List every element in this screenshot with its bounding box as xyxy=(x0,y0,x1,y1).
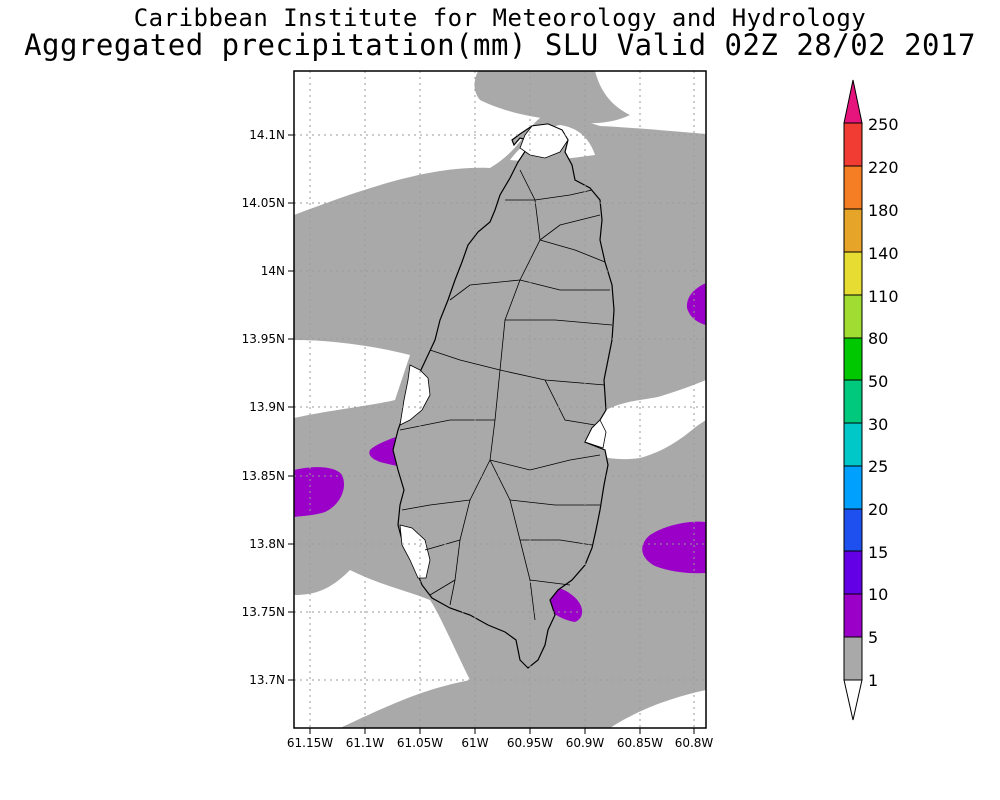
lon-tick-label: 61.1W xyxy=(346,736,385,750)
lat-tick-label: 13.75N xyxy=(242,605,285,619)
island-southwest-white xyxy=(399,524,431,579)
colorbar-label: 25 xyxy=(868,457,888,476)
lat-tick-label: 14.05N xyxy=(242,196,285,210)
lat-tick-label: 14.1N xyxy=(249,128,285,142)
latitude-axis xyxy=(288,134,294,681)
colorbar-label: 110 xyxy=(868,287,899,306)
colorbar-label: 50 xyxy=(868,372,888,391)
colorbar-segment xyxy=(843,508,863,552)
colorbar-label: 30 xyxy=(868,415,888,434)
lat-tick-label: 14N xyxy=(261,264,285,278)
precip-1-5mm-north xyxy=(474,71,630,124)
graticule xyxy=(294,71,706,728)
precip-5-10mm-east xyxy=(642,521,706,574)
watershed-lines xyxy=(399,169,613,621)
lon-tick-label: 60.95W xyxy=(507,736,553,750)
product-title: Aggregated precipitation(mm) SLU Valid 0… xyxy=(24,28,976,62)
precip-5-10mm-west xyxy=(294,467,345,517)
colorbar-label: 15 xyxy=(868,543,888,562)
colorbar-label: 20 xyxy=(868,500,888,519)
colorbar-segment xyxy=(843,636,863,681)
colorbar-segment xyxy=(843,337,863,381)
colorbar-segment xyxy=(843,593,863,638)
lon-tick-label: 60.9W xyxy=(566,736,605,750)
lon-tick-label: 60.8W xyxy=(675,736,714,750)
colorbar-label: 180 xyxy=(868,201,899,220)
longitude-axis xyxy=(309,728,695,734)
lon-tick-label: 61.05W xyxy=(397,736,443,750)
colorbar: 250 220 180 140 110 80 50 30 25 20 15 10… xyxy=(843,79,899,721)
colorbar-segment xyxy=(843,208,863,253)
colorbar-segment xyxy=(843,294,863,339)
colorbar-label: 80 xyxy=(868,329,888,348)
precip-5-10mm-northeast xyxy=(686,283,706,325)
colorbar-top-arrow xyxy=(843,79,863,124)
colorbar-label: 250 xyxy=(868,115,899,134)
island-north-white xyxy=(519,123,569,159)
colorbar-segment xyxy=(843,465,863,510)
colorbar-label: 220 xyxy=(868,158,899,177)
colorbar-label: 5 xyxy=(868,628,878,647)
map-frame xyxy=(293,70,707,729)
colorbar-label: 1 xyxy=(868,671,878,690)
lat-tick-label: 13.8N xyxy=(249,537,285,551)
island-east-white xyxy=(584,419,607,449)
island-west-white xyxy=(399,364,431,426)
lat-tick-label: 13.85N xyxy=(242,469,285,483)
map-plot-area xyxy=(294,71,706,728)
colorbar-segment xyxy=(843,422,863,467)
colorbar-segment xyxy=(843,379,863,424)
lon-tick-label: 61W xyxy=(461,736,488,750)
colorbar-label: 140 xyxy=(868,244,899,263)
colorbar-label: 10 xyxy=(868,585,888,604)
lat-tick-label: 13.7N xyxy=(249,673,285,687)
saint-lucia-island xyxy=(392,123,615,669)
lat-tick-label: 13.9N xyxy=(249,400,285,414)
colorbar-bottom-arrow xyxy=(843,679,863,721)
institute-title: Caribbean Institute for Meteorology and … xyxy=(133,4,867,32)
no-precip-east-gap xyxy=(575,385,706,460)
lat-tick-label: 13.95N xyxy=(242,332,285,346)
colorbar-segment xyxy=(843,251,863,296)
colorbar-segment xyxy=(843,122,863,167)
colorbar-segment xyxy=(843,550,863,595)
lon-tick-label: 61.15W xyxy=(287,736,333,750)
lon-tick-label: 60.85W xyxy=(617,736,663,750)
colorbar-segment xyxy=(843,165,863,210)
